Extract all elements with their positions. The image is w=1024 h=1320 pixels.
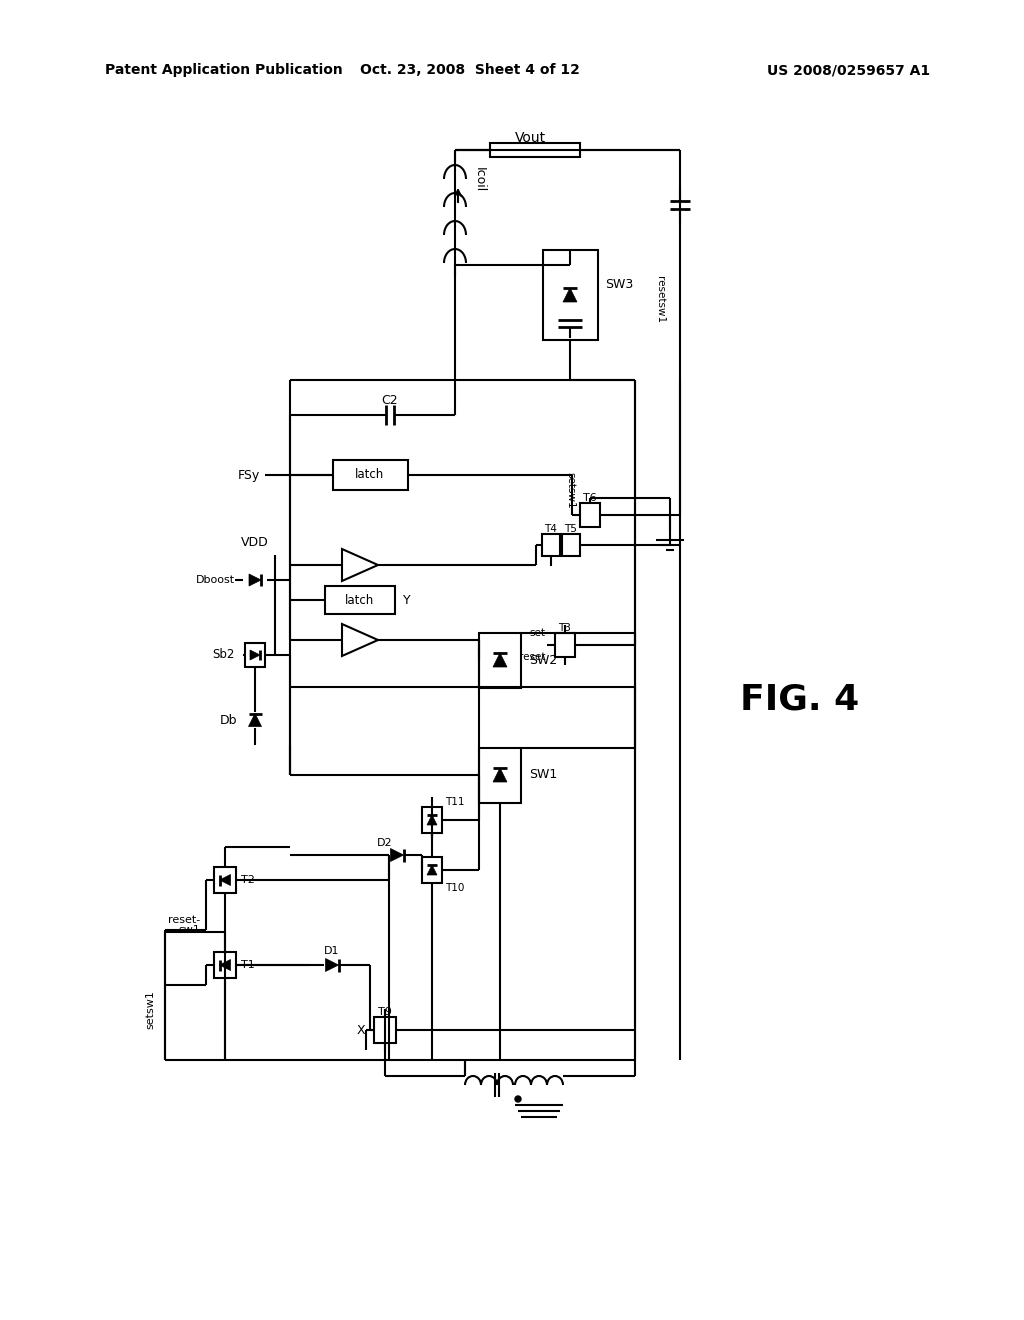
Text: reset-: reset- [168,915,200,925]
Text: SW3: SW3 [605,279,633,292]
Bar [562,535,580,556]
Bar [422,857,442,883]
Polygon shape [390,849,403,862]
Bar [580,503,600,527]
Text: D1: D1 [325,946,340,956]
Polygon shape [427,814,437,825]
Text: T3: T3 [558,623,571,634]
Text: resetsw1: resetsw1 [655,276,665,323]
Bar [374,1016,396,1043]
Bar [479,632,521,688]
Polygon shape [427,865,437,875]
Text: reset: reset [518,652,545,663]
Bar [479,747,521,803]
Text: Y: Y [403,594,411,606]
Bar [333,459,408,490]
Text: latch: latch [355,469,385,482]
Polygon shape [250,649,260,660]
Text: T6: T6 [583,492,597,503]
Text: Db: Db [219,714,237,726]
Bar [214,952,236,978]
Text: Patent Application Publication: Patent Application Publication [105,63,343,77]
Text: T1: T1 [241,960,255,970]
Text: latch: latch [345,594,375,606]
Bar [543,249,597,341]
Text: Icoil: Icoil [473,168,486,193]
Text: Sb2: Sb2 [213,648,234,661]
Text: C2: C2 [382,393,398,407]
Bar [555,634,575,657]
Text: D2: D2 [377,838,393,847]
Bar [490,143,580,157]
Text: T9: T9 [378,1007,392,1016]
Polygon shape [326,958,339,972]
Polygon shape [563,288,577,302]
Text: setsw1: setsw1 [145,990,155,1030]
Polygon shape [493,653,507,667]
Bar [325,586,395,614]
Text: Vout: Vout [514,131,546,145]
Text: Oct. 23, 2008  Sheet 4 of 12: Oct. 23, 2008 Sheet 4 of 12 [360,63,580,77]
Circle shape [515,1096,521,1102]
Bar [245,643,265,667]
Polygon shape [219,960,230,970]
Bar [214,867,236,894]
Text: X: X [356,1023,365,1036]
Text: set: set [529,628,545,638]
Text: T11: T11 [445,797,465,807]
Text: T10: T10 [445,883,464,894]
Bar [422,807,442,833]
Polygon shape [493,768,507,781]
Polygon shape [249,714,261,726]
Text: VDD: VDD [241,536,269,549]
Text: SW2: SW2 [529,653,557,667]
Polygon shape [249,574,261,586]
Text: FIG. 4: FIG. 4 [740,682,859,717]
Polygon shape [219,874,230,886]
Text: sw1: sw1 [178,925,200,935]
Bar [542,535,560,556]
Text: T5: T5 [564,524,578,535]
Text: T2: T2 [241,875,255,884]
Text: setsw1: setsw1 [565,471,575,508]
Text: FSy: FSy [238,469,260,482]
Text: Dboost: Dboost [196,576,234,585]
Text: US 2008/0259657 A1: US 2008/0259657 A1 [767,63,930,77]
Text: SW1: SW1 [529,768,557,781]
Text: T4: T4 [545,524,557,535]
